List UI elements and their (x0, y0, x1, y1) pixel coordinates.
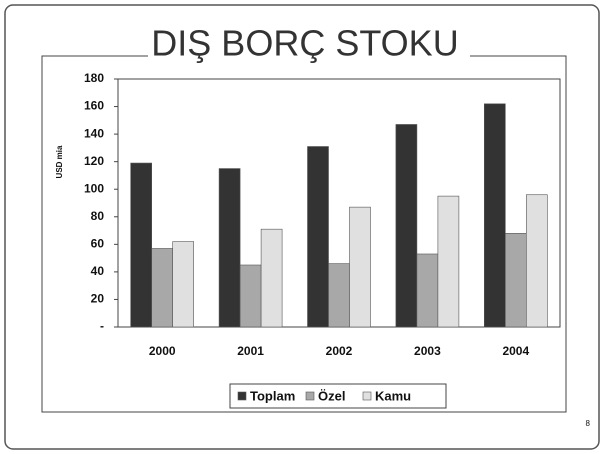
bar (525, 194, 548, 328)
x-tick-label: 2001 (237, 344, 264, 358)
bar (130, 162, 152, 328)
bar (239, 264, 262, 328)
y-tick-label: 80 (91, 209, 105, 223)
legend-swatch (305, 391, 315, 401)
legend-label: Toplam (250, 388, 295, 403)
chart-frame (41, 55, 567, 413)
x-tick-label: 2002 (326, 344, 353, 358)
bar (483, 103, 506, 328)
bar (151, 248, 173, 328)
y-tick-label: 180 (84, 71, 104, 85)
title-backdrop (148, 26, 470, 66)
y-tick-label: 100 (84, 181, 104, 195)
y-tick-label: 60 (91, 237, 105, 251)
x-tick-label: 2003 (414, 344, 441, 358)
bar (218, 168, 241, 328)
bar (416, 253, 439, 328)
legend-label: Kamu (375, 388, 411, 403)
bar (260, 228, 283, 328)
slide-title: DIŞ BORÇ STOKU (151, 23, 458, 64)
bar (328, 263, 350, 328)
legend-box (229, 383, 447, 409)
legend-label: Özel (318, 388, 345, 403)
bar (172, 241, 194, 328)
y-axis-label: USD mia (55, 145, 64, 178)
bar (395, 124, 418, 328)
y-tick-label: 20 (91, 292, 105, 306)
legend-swatch (362, 391, 372, 401)
bar (437, 195, 460, 328)
bar (504, 233, 527, 328)
page-number: 8 (586, 419, 591, 428)
y-tick-label: 40 (91, 264, 105, 278)
x-tick-label: 2004 (502, 344, 529, 358)
legend-swatch (237, 391, 247, 401)
y-tick-label: 140 (84, 126, 104, 140)
y-tick-label: 160 (84, 99, 104, 113)
y-tick-label: 120 (84, 154, 104, 168)
y-tick-label: - (100, 319, 104, 333)
bar (307, 146, 329, 328)
bar (349, 206, 371, 328)
x-tick-label: 2000 (149, 344, 176, 358)
